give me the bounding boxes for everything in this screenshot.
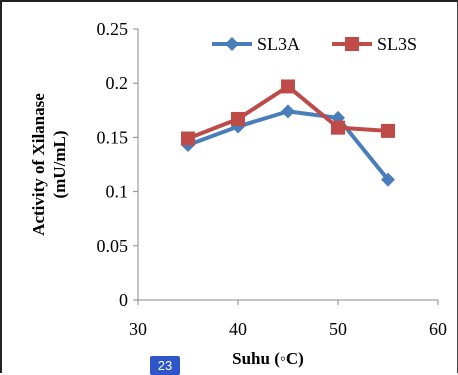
- y-tick-label: 0.25: [97, 19, 129, 39]
- data-point: [381, 172, 395, 187]
- page-number-badge: 23: [150, 356, 180, 375]
- legend-marker: [345, 37, 359, 51]
- legend-label: SL3A: [257, 34, 300, 54]
- y-tick-label: 0.1: [106, 182, 129, 202]
- series-layer: [181, 79, 395, 187]
- legend-marker: [225, 37, 239, 51]
- y-tick-label: 0.2: [106, 73, 129, 93]
- series-sl3s: [181, 79, 395, 146]
- x-tick-label: 60: [429, 319, 447, 339]
- x-tick-label: 40: [229, 319, 247, 339]
- legend-item-sl3s: SL3S: [332, 34, 417, 54]
- legend-item-sl3a: SL3A: [212, 34, 300, 54]
- y-axis-title-line: (mU/mL): [50, 131, 69, 199]
- series-line: [187, 109, 390, 181]
- data-point: [331, 120, 345, 135]
- data-point: [181, 131, 195, 146]
- data-point: [231, 111, 245, 126]
- series-sl3a: [181, 104, 395, 187]
- x-axis-title: Suhu (◦C): [232, 349, 304, 368]
- axes: 0 0.05 0.1 0.15 0.2 0.25 30 40 50 60: [97, 19, 448, 339]
- x-tick-label: 50: [329, 319, 347, 339]
- data-point: [281, 104, 295, 119]
- data-point: [381, 123, 395, 138]
- y-tick-label: 0.05: [97, 236, 129, 256]
- y-axis-title-line: Activity of Xilanase: [29, 93, 48, 236]
- data-point: [281, 79, 295, 94]
- y-axis-title: Activity of Xilanase (mU/mL): [29, 93, 69, 236]
- y-tick-label: 0: [119, 290, 128, 310]
- legend: SL3A SL3S: [212, 34, 417, 54]
- y-tick-label: 0.15: [97, 127, 129, 147]
- x-tick-label: 30: [129, 319, 147, 339]
- legend-label: SL3S: [377, 34, 417, 54]
